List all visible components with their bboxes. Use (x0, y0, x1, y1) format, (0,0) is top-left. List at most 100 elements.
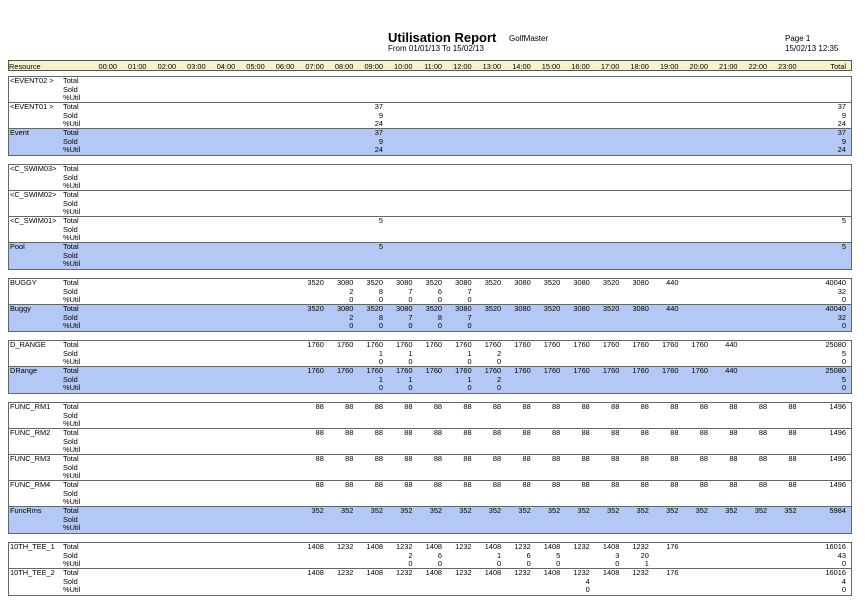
header-hour: 10:00 (394, 62, 413, 71)
hour-value: 1760 (396, 340, 413, 349)
hour-value: 0 (437, 321, 443, 331)
hour-value: 1408 (602, 568, 620, 577)
hour-value: 3520 (602, 278, 620, 287)
hour-value: 3080 (336, 278, 354, 287)
hour-value: 1 (378, 374, 383, 384)
hour-value: 88 (463, 480, 472, 489)
hour-value: 9 (378, 136, 383, 146)
hour-value: 37 (374, 102, 383, 111)
row-total-value: 32 (837, 286, 846, 296)
hour-value: 3520 (543, 304, 561, 313)
hour-value: 0 (378, 321, 383, 331)
hour-value: 0 (467, 295, 472, 305)
hour-value: 1408 (307, 542, 324, 551)
hour-value: 88 (670, 428, 679, 437)
hour-value: 88 (374, 402, 383, 411)
metric-label: %Util (63, 181, 81, 191)
metric-label: %Util (63, 445, 81, 455)
hour-value: 88 (492, 454, 502, 463)
header-hour: 07:00 (305, 62, 324, 71)
row-total-value: 16016 (825, 568, 846, 577)
hour-value: 352 (666, 506, 679, 515)
hour-value: 352 (695, 506, 708, 515)
hour-value: 88 (640, 428, 649, 437)
hour-value: 1232 (396, 542, 413, 551)
hour-value: 352 (311, 506, 324, 515)
company-name: GolfMaster (509, 34, 549, 43)
metric-label: Total (63, 278, 79, 287)
hour-value: 7 (408, 312, 413, 322)
metric-label: %Util (63, 523, 81, 533)
row-total-value: 43 (837, 550, 846, 560)
hour-value: 88 (788, 454, 797, 463)
hour-value: 1760 (336, 366, 354, 375)
metric-label: %Util (63, 207, 81, 217)
row-total-value: 5 (841, 348, 846, 358)
metric-label: Total (63, 454, 79, 463)
hour-value: 352 (400, 506, 413, 515)
hour-value: 1232 (455, 568, 472, 577)
hour-value: 3520 (543, 278, 561, 287)
hour-value: 352 (370, 506, 383, 515)
metric-label: Total (63, 242, 79, 251)
hour-value: 7 (467, 312, 472, 322)
group-row: DRange Total Sold %Util 1760 1760 1760 1760 1760… (8, 366, 852, 394)
row-total-value: 37 (837, 102, 846, 111)
hour-value: 1232 (336, 568, 354, 577)
hour-value: 2 (497, 374, 502, 384)
header-hour: 18:00 (630, 62, 649, 71)
hour-value: 7 (408, 286, 413, 296)
resource-name: Buggy (10, 304, 31, 313)
metric-label: Sold (63, 110, 78, 120)
header-hour: 09:00 (364, 62, 383, 71)
row-total-value: 5 (841, 374, 846, 384)
hour-value: 2 (349, 312, 354, 322)
hour-value: 1760 (543, 366, 561, 375)
report-period: From 01/01/13 To 15/02/13 (388, 44, 484, 53)
hour-value: 440 (725, 366, 738, 375)
hour-value: 5 (378, 242, 383, 251)
metric-label: Sold (63, 84, 78, 94)
resource-row: <C_SWIM01> Total Sold %Util 5 5 (8, 216, 852, 244)
row-total-value: 0 (841, 585, 846, 595)
resource-name: <EVENT02 > (10, 76, 54, 85)
hour-value: 0 (437, 295, 443, 305)
hour-value: 88 (492, 402, 502, 411)
hour-value: 1 (378, 348, 383, 358)
hour-value: 1 (467, 348, 472, 358)
hour-value: 8 (437, 312, 443, 322)
hour-value: 1760 (307, 340, 324, 349)
metric-label: %Util (63, 295, 81, 305)
row-total-value: 1496 (829, 480, 846, 489)
hour-value: 88 (640, 454, 649, 463)
hour-value: 1760 (573, 340, 590, 349)
hour-value: 88 (758, 402, 768, 411)
hour-value: 0 (497, 383, 502, 393)
hour-value: 88 (345, 402, 354, 411)
hour-value: 3080 (396, 278, 413, 287)
hour-value: 1760 (425, 366, 443, 375)
hour-value: 88 (374, 480, 383, 489)
hour-value: 1408 (425, 568, 443, 577)
row-total-value: 9 (841, 136, 846, 146)
resource-name: <C_SWIM01> (10, 216, 57, 225)
column-header-bar: Resource 00:00 01:00 02:00 03:00 04:00 05:00 06… (8, 60, 852, 71)
hour-value: 3520 (602, 304, 620, 313)
hour-value: 3520 (484, 304, 502, 313)
hour-value: 88 (670, 402, 679, 411)
hour-value: 88 (552, 402, 561, 411)
hour-value: 88 (463, 402, 472, 411)
hour-value: 352 (459, 506, 472, 515)
header-hour: 16:00 (571, 62, 590, 71)
metric-label: Sold (63, 224, 78, 234)
hour-value: 352 (607, 506, 620, 515)
hour-value: 1 (408, 348, 413, 358)
hour-value: 1232 (573, 542, 590, 551)
row-total-value: 24 (837, 145, 846, 155)
hour-value: 3080 (514, 304, 531, 313)
row-total-value: 4 (841, 576, 846, 586)
metric-label: Sold (63, 286, 78, 296)
row-total-value: 1496 (829, 428, 846, 437)
hour-value: 20 (640, 550, 649, 560)
hour-value: 1760 (543, 340, 561, 349)
